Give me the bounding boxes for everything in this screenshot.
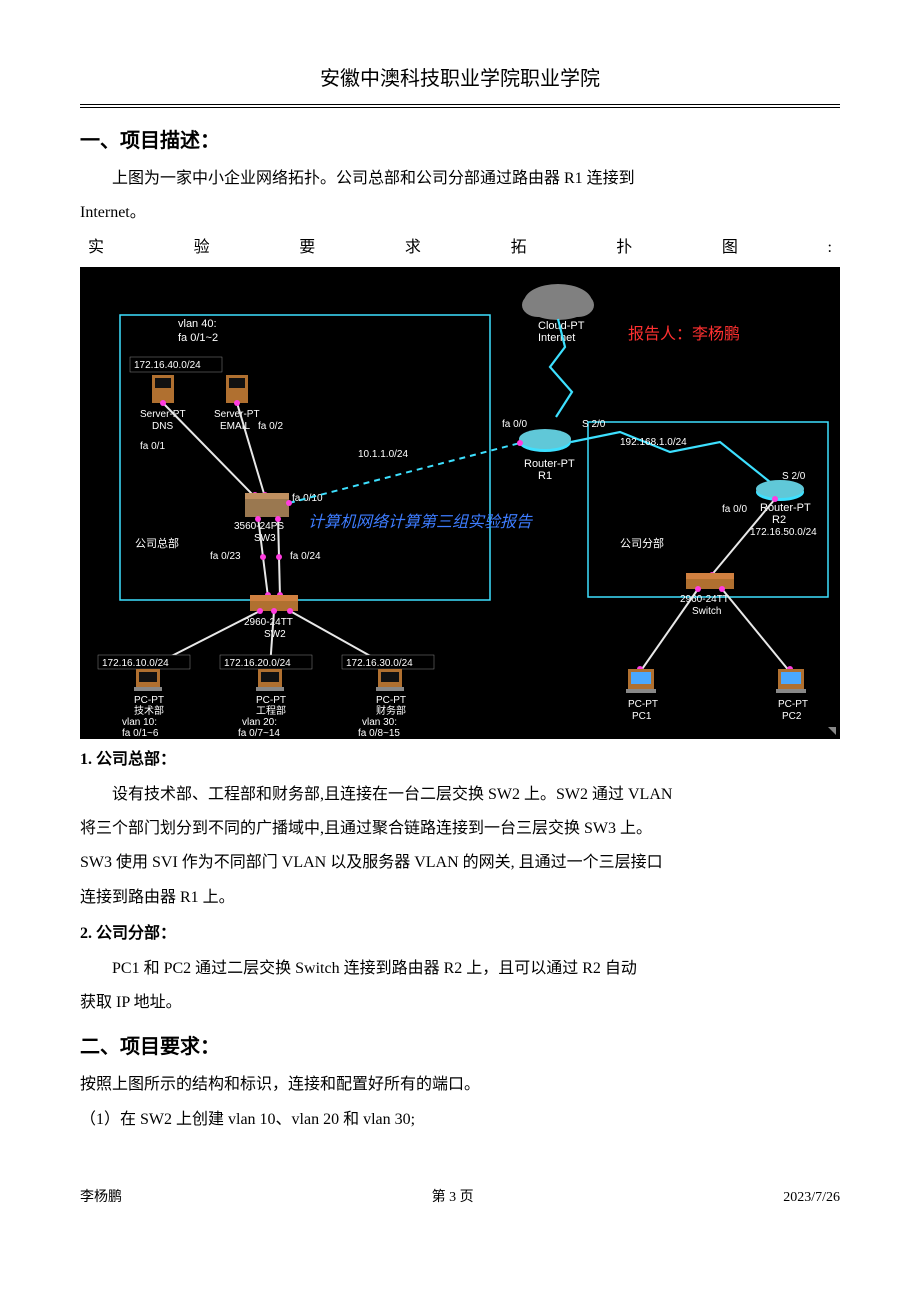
lbl-v10-pt: PC-PT	[134, 695, 164, 706]
sub1-head: 1. 公司总部：	[80, 745, 840, 775]
topo-char: :	[827, 233, 831, 263]
section2-p1: 按照上图所示的结构和标识，连接和配置好所有的端口。	[80, 1070, 840, 1100]
lbl-r1-fa00: fa 0/0	[502, 419, 527, 430]
lbl-ip4024: 172.16.40.0/24	[134, 360, 201, 371]
sub1-p-c: SW3 使用 SVI 作为不同部门 VLAN 以及服务器 VLAN 的网关, 且…	[80, 848, 840, 878]
topo-char: 拓	[511, 233, 527, 263]
lbl-net1011: 10.1.1.0/24	[358, 449, 408, 460]
page-header-title: 安徽中澳科技职业学院职业学院	[80, 60, 840, 98]
lbl-v30-f: fa 0/8~15	[358, 728, 400, 739]
lbl-vlan40-1: vlan 40:	[178, 318, 217, 330]
lbl-pc1-2: PC1	[632, 711, 652, 722]
lbl-v20-pt: PC-PT	[256, 695, 286, 706]
topo-char: 求	[405, 233, 421, 263]
lbl-v30-pt: PC-PT	[376, 695, 406, 706]
lbl-v20-ip: 172.16.20.0/24	[224, 658, 291, 669]
lbl-r1-2: R1	[538, 470, 552, 482]
lbl-v30-ip: 172.16.30.0/24	[346, 658, 413, 669]
lbl-v30-d: 财务部	[376, 704, 406, 717]
lbl-branch: 公司分部	[620, 536, 664, 550]
sub2-p-a: PC1 和 PC2 通过二层交换 Switch 连接到路由器 R2 上，且可以通…	[80, 954, 840, 984]
lbl-vlan40-2: fa 0/1~2	[178, 332, 218, 344]
section-1-heading: 一、项目描述：	[80, 122, 840, 160]
topo-char: 要	[299, 233, 315, 263]
lbl-r1-1: Router-PT	[524, 458, 575, 470]
lbl-cloud-2: Internet	[538, 332, 575, 344]
lbl-net192: 192.168.1.0/24	[620, 437, 687, 448]
section-2-heading: 二、项目要求：	[80, 1028, 840, 1066]
footer-date: 2023/7/26	[783, 1185, 840, 1212]
lbl-fa023: fa 0/23	[210, 551, 241, 562]
lbl-r2-fa00: fa 0/0	[722, 504, 747, 515]
sub1-p-d: 连接到路由器 R1 上。	[80, 883, 840, 913]
lbl-fa024: fa 0/24	[290, 551, 321, 562]
lbl-fa010: fa 0/10	[292, 493, 323, 504]
footer-page: 第 3 页	[432, 1185, 474, 1212]
sub2-p-b: 获取 IP 地址。	[80, 988, 840, 1018]
lbl-v30-v: vlan 30:	[362, 717, 397, 728]
lbl-pc2-1: PC-PT	[778, 699, 808, 710]
lbl-srvem-1: Server-PT	[214, 409, 260, 420]
lbl-v20-v: vlan 20:	[242, 717, 277, 728]
sub1-p-b: 将三个部门划分到不同的广播域中,且通过聚合链路连接到一台三层交换 SW3 上。	[80, 814, 840, 844]
lbl-fa02: fa 0/2	[258, 421, 283, 432]
watermark-label: 计算机网络计算第三组实验报告	[308, 513, 533, 531]
lbl-v10-d: 技术部	[134, 704, 164, 717]
lbl-v20-f: fa 0/7~14	[238, 728, 280, 739]
lbl-pc2-2: PC2	[782, 711, 802, 722]
footer-author: 李杨鹏	[80, 1185, 122, 1212]
network-topology-diagram: Cloud-PT Internet 报告人：李杨鹏 Router-PT R1 f…	[80, 267, 840, 739]
topo-char: 实	[88, 233, 104, 263]
lbl-fa01: fa 0/1	[140, 441, 165, 452]
lbl-r2-s20: S 2/0	[782, 471, 806, 482]
lbl-v10-f: fa 0/1~6	[122, 728, 159, 739]
lbl-sw3-2: SW3	[254, 533, 276, 544]
section1-p1a: 上图为一家中小企业网络拓扑。公司总部和公司分部通过路由器 R1 连接到	[80, 164, 840, 194]
lbl-r2-2: R2	[772, 514, 786, 526]
lbl-v10-v: vlan 10:	[122, 717, 157, 728]
lbl-swbr-2: Switch	[692, 606, 721, 617]
lbl-srvdns-2: DNS	[152, 421, 173, 432]
page-footer: 李杨鹏 第 3 页 2023/7/26	[80, 1185, 840, 1212]
sub2-head: 2. 公司分部：	[80, 919, 840, 949]
lbl-v10-ip: 172.16.10.0/24	[102, 658, 169, 669]
topo-char: 图	[722, 233, 738, 263]
topo-char: 扑	[616, 233, 632, 263]
section1-p1b: Internet。	[80, 198, 840, 228]
section2-p2: （1）在 SW2 上创建 vlan 10、vlan 20 和 vlan 30;	[80, 1105, 840, 1135]
lbl-r1-s20: S 2/0	[582, 419, 606, 430]
topology-label-line: 实 验 要 求 拓 扑 图 :	[80, 233, 840, 263]
lbl-hq: 公司总部	[135, 536, 179, 550]
lbl-sw2-2: SW2	[264, 629, 286, 640]
reporter-label: 报告人：李杨鹏	[628, 325, 740, 343]
sub1-p-a: 设有技术部、工程部和财务部,且连接在一台二层交换 SW2 上。SW2 通过 VL…	[80, 780, 840, 810]
lbl-pc1-1: PC-PT	[628, 699, 658, 710]
lbl-v20-d: 工程部	[256, 704, 286, 717]
lbl-sw2-1: 2960-24TT	[244, 617, 293, 628]
lbl-net50: 172.16.50.0/24	[750, 527, 817, 538]
header-rule	[80, 104, 840, 108]
topo-char: 验	[194, 233, 210, 263]
